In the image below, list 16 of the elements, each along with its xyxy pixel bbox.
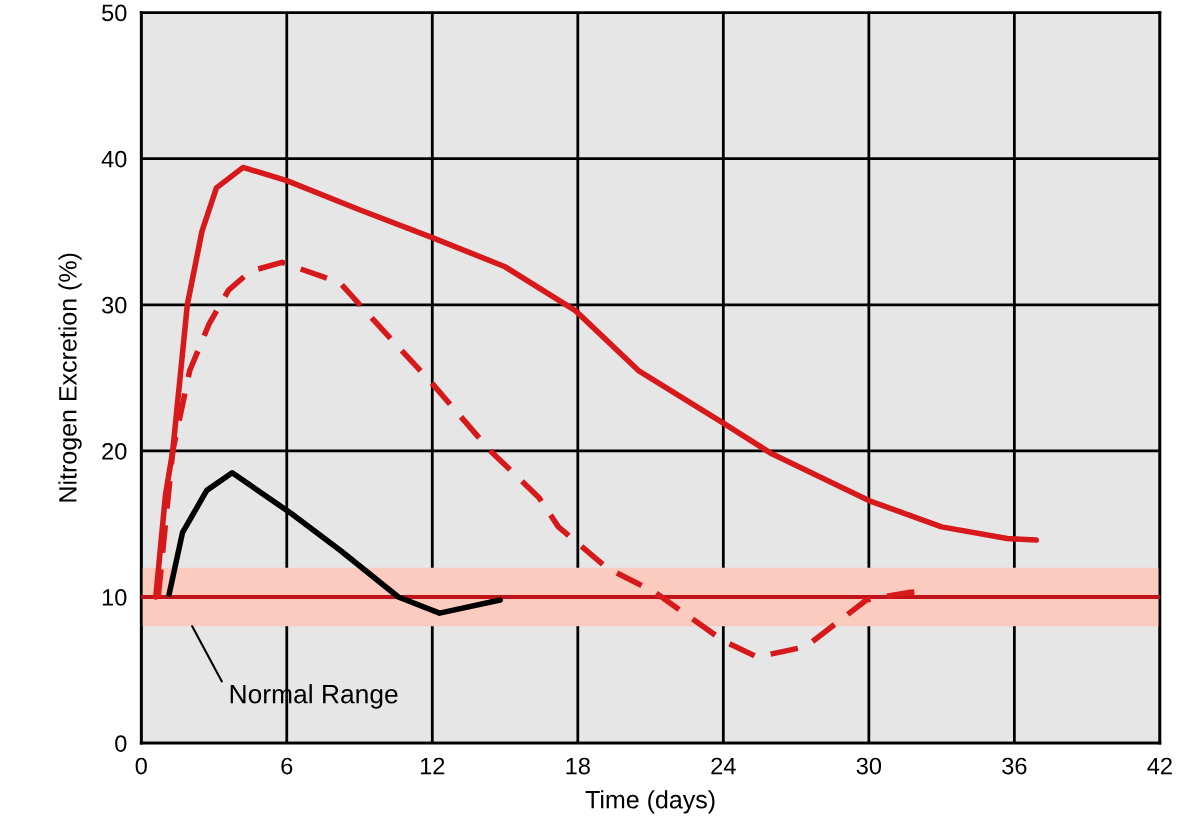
x-tick-label: 36 — [1002, 757, 1027, 775]
x-tick-label: 12 — [420, 757, 445, 775]
y-tick-label: 30 — [102, 296, 127, 314]
x-tick-label: 30 — [856, 757, 882, 775]
x-tick-label: 42 — [1147, 757, 1172, 775]
x-axis-title: Time (days) — [585, 790, 715, 814]
x-tick-label: 18 — [566, 757, 590, 775]
x-tick-label: 6 — [281, 757, 293, 775]
y-tick-label: 50 — [102, 4, 127, 22]
y-tick-label: 20 — [102, 442, 127, 460]
x-tick-label: 24 — [711, 757, 736, 775]
y-axis-title: Nitrogen Excretion (%) — [58, 253, 82, 502]
y-tick-label: 10 — [102, 589, 127, 606]
x-tick-label: 0 — [135, 757, 147, 775]
y-tick-label: 40 — [101, 150, 127, 168]
y-tick-label: 0 — [115, 735, 127, 752]
